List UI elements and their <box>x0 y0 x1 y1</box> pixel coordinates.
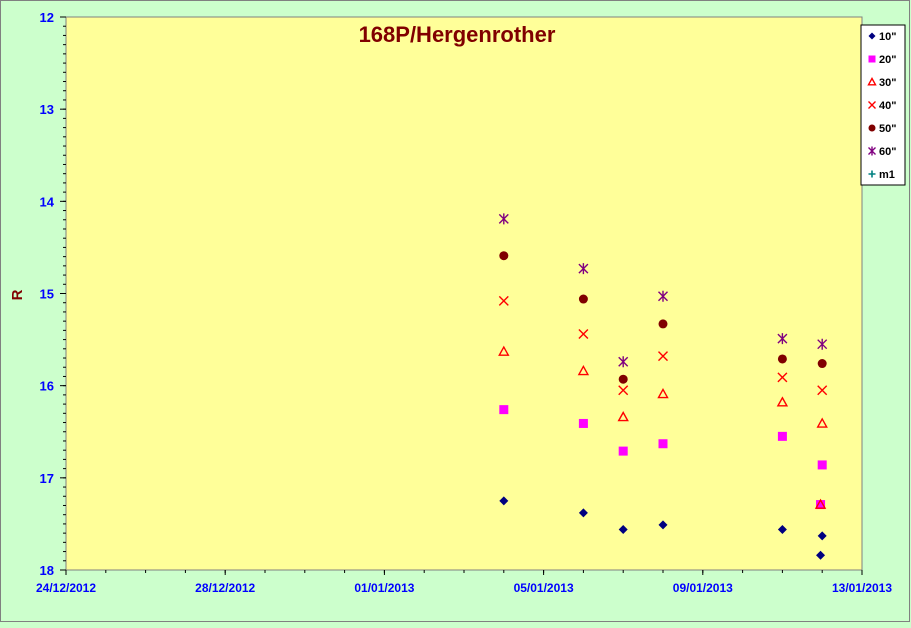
data-point <box>777 333 788 345</box>
legend-marker <box>868 32 876 40</box>
y-tick-label: 15 <box>40 287 54 302</box>
data-point <box>498 295 509 306</box>
data-point <box>498 213 509 225</box>
y-axis: 12 13 14 15 16 17 18 <box>40 10 66 578</box>
data-point <box>499 251 509 261</box>
legend-marker <box>868 101 876 109</box>
data-point <box>814 498 827 509</box>
legend-box <box>860 24 906 186</box>
y-tick-label: 12 <box>40 10 54 25</box>
legend-marker <box>868 170 876 178</box>
data-point <box>618 356 629 368</box>
data-point <box>817 385 828 396</box>
y-tick-label: 13 <box>40 102 54 117</box>
data-point <box>777 431 787 441</box>
data-point <box>618 385 629 396</box>
data-point <box>658 520 668 530</box>
data-point <box>499 496 509 506</box>
data-point <box>578 294 588 304</box>
legend-label: 10" <box>879 31 896 43</box>
legend-label: 60" <box>879 146 896 158</box>
data-point <box>658 439 668 449</box>
data-point <box>498 345 510 356</box>
y-tick-label: 17 <box>40 471 54 486</box>
data-point <box>618 524 628 534</box>
legend: 10" 20" 30" 40" 50" 60" m1 <box>860 24 906 186</box>
x-tick-label: 24/12/2012 <box>36 581 96 595</box>
legend-marker <box>867 77 877 86</box>
legend-label: 20" <box>879 54 896 66</box>
data-point <box>577 364 590 376</box>
data-point <box>816 417 828 428</box>
data-point <box>817 531 827 541</box>
x-tick-label: 01/01/2013 <box>354 581 414 595</box>
legend-marker <box>868 124 876 132</box>
data-point <box>777 354 787 364</box>
x-tick-label: 05/01/2013 <box>514 581 574 595</box>
data-point <box>657 388 669 399</box>
data-point <box>658 290 668 302</box>
data-point <box>578 508 588 518</box>
data-point <box>578 329 589 340</box>
data-point <box>618 374 628 384</box>
x-tick-label: 28/12/2012 <box>195 581 255 595</box>
x-tick-label: 09/01/2013 <box>673 581 733 595</box>
data-point <box>777 372 788 383</box>
data-point <box>578 418 588 428</box>
plot-area <box>65 16 863 571</box>
data-point <box>816 500 826 510</box>
data-point <box>817 338 828 350</box>
y-tick-label: 14 <box>40 194 55 209</box>
legend-label: 30" <box>879 77 896 89</box>
y-axis-label: R <box>9 289 26 300</box>
data-point <box>777 524 787 534</box>
data-point <box>617 411 629 422</box>
data-point <box>618 446 628 456</box>
data-point <box>658 319 668 329</box>
y-tick-label: 18 <box>40 563 54 578</box>
data-point <box>817 359 827 369</box>
legend-label: 40" <box>879 100 896 112</box>
legend-marker <box>868 146 876 156</box>
x-axis: 24/12/2012 28/12/2012 01/01/2013 05/01/2013… <box>36 570 892 595</box>
data-point <box>817 460 827 470</box>
y-tick-label: 16 <box>40 379 54 394</box>
data-point <box>816 550 826 560</box>
legend-label: 50" <box>879 123 896 135</box>
data-point <box>776 396 789 407</box>
data-point <box>499 405 509 415</box>
data-points <box>498 213 828 560</box>
legend-marker <box>868 55 876 63</box>
data-point <box>658 351 668 362</box>
legend-label: m1 <box>879 169 895 181</box>
data-point <box>578 263 589 275</box>
x-tick-label: 13/01/2013 <box>832 581 892 595</box>
chart-title: 168P/Hergenrother <box>359 22 556 47</box>
